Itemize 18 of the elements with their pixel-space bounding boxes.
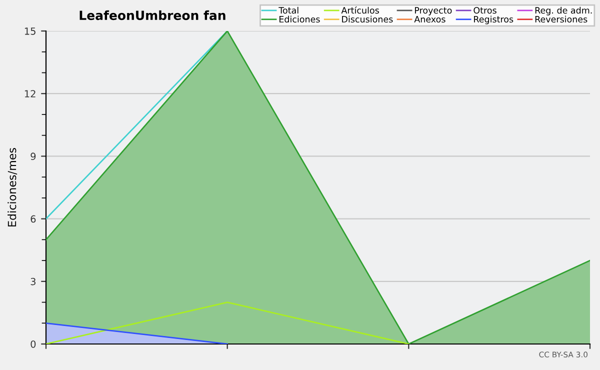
legend-label: Proyecto xyxy=(415,7,452,16)
legend-label: Discusiones xyxy=(342,16,393,23)
y-tick-label: 15 xyxy=(24,28,36,35)
legend-label: Otros xyxy=(474,7,496,14)
legend-label: Ediciones xyxy=(280,16,320,23)
y-tick-label: 9 xyxy=(30,152,36,160)
y-tick-label: 6 xyxy=(30,215,36,223)
y-tick-label: 0 xyxy=(30,340,36,348)
legend-label: Registros xyxy=(474,16,514,24)
legend-label: Reg. de adm. xyxy=(535,6,592,16)
legend-label: Total xyxy=(278,6,298,14)
legend-label: Artículos xyxy=(341,6,379,14)
chart-title: LeafeonUmbreon fan xyxy=(80,10,226,20)
legend-label: Reversiones xyxy=(535,16,588,23)
legend-label: Anexos xyxy=(414,16,446,23)
y-axis-title: Ediciones/mes xyxy=(8,148,18,226)
y-tick-label: 3 xyxy=(30,278,36,286)
y-tick-label: 12 xyxy=(24,90,36,98)
